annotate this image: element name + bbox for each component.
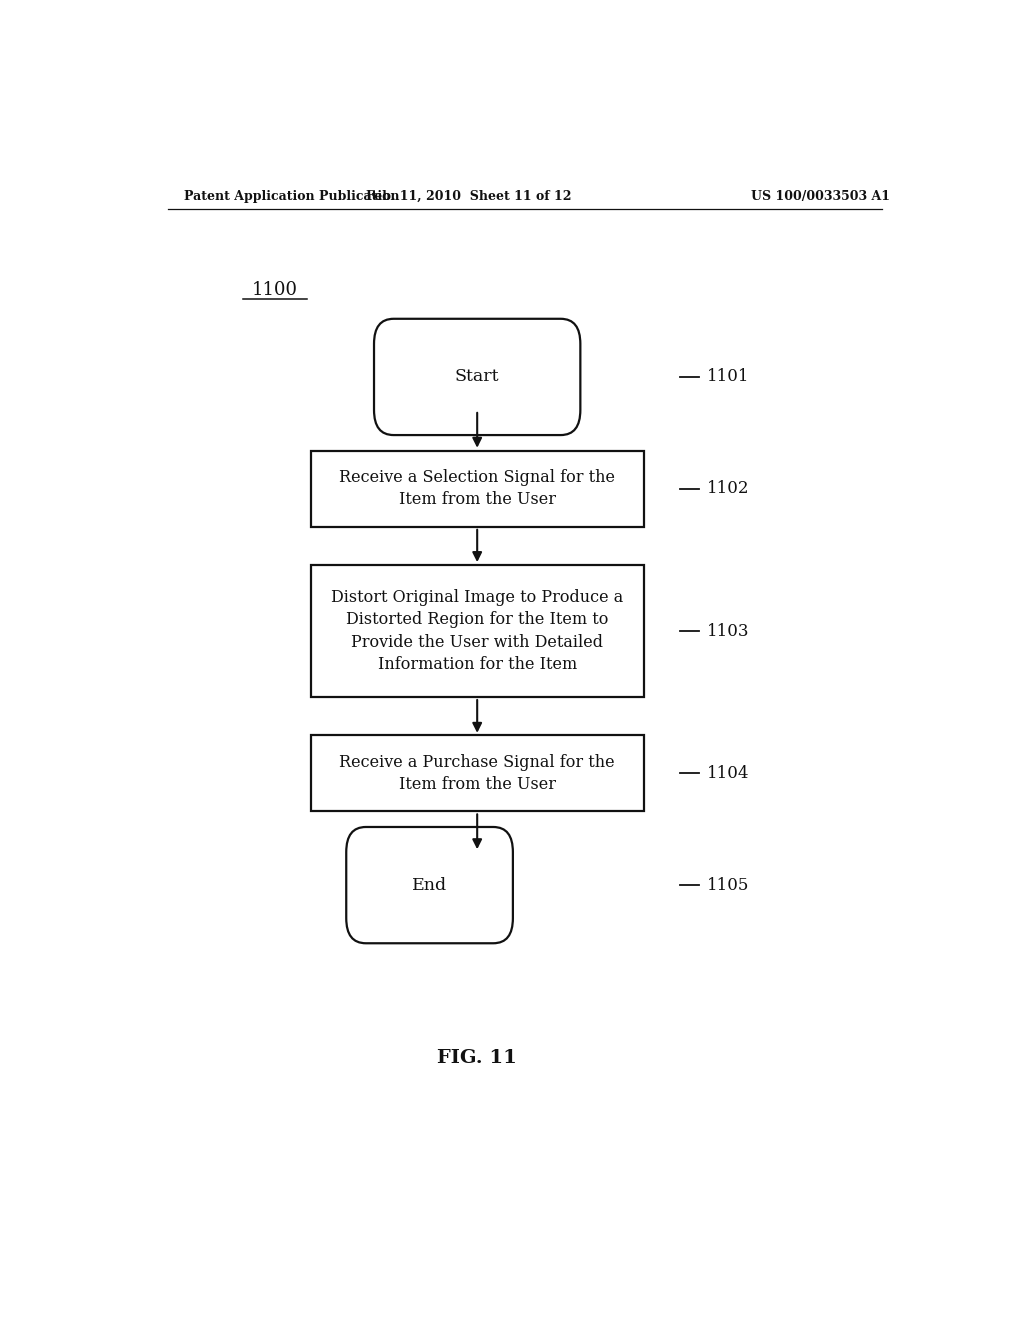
Text: 1101: 1101: [708, 368, 750, 385]
Text: FIG. 11: FIG. 11: [437, 1049, 517, 1067]
Text: Feb. 11, 2010  Sheet 11 of 12: Feb. 11, 2010 Sheet 11 of 12: [367, 190, 572, 202]
Text: 1102: 1102: [708, 480, 750, 498]
Bar: [310, 735, 644, 812]
Text: Patent Application Publication: Patent Application Publication: [183, 190, 399, 202]
Text: 1103: 1103: [708, 623, 750, 639]
FancyBboxPatch shape: [374, 319, 581, 436]
Text: 1104: 1104: [708, 764, 750, 781]
Text: US 100/0033503 A1: US 100/0033503 A1: [751, 190, 890, 202]
FancyBboxPatch shape: [346, 828, 513, 944]
Text: Distort Original Image to Produce a
Distorted Region for the Item to
Provide the: Distort Original Image to Produce a Dist…: [331, 589, 624, 673]
Bar: [310, 565, 644, 697]
Bar: [310, 450, 644, 527]
Text: End: End: [412, 876, 447, 894]
Text: Receive a Selection Signal for the
Item from the User: Receive a Selection Signal for the Item …: [339, 469, 615, 508]
Text: 1100: 1100: [252, 281, 298, 298]
Text: Start: Start: [455, 368, 500, 385]
Text: 1105: 1105: [708, 876, 750, 894]
Text: Receive a Purchase Signal for the
Item from the User: Receive a Purchase Signal for the Item f…: [339, 754, 615, 793]
